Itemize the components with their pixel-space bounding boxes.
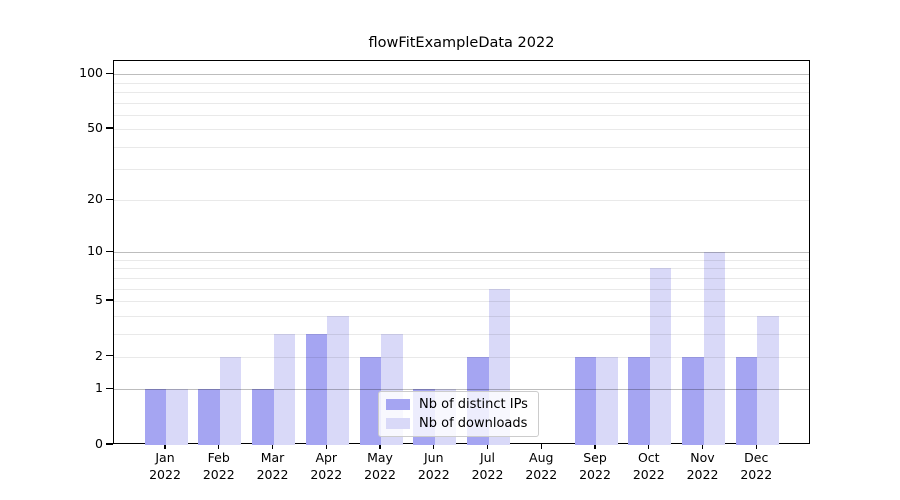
x-tick-label: Jun 2022 <box>417 450 450 482</box>
bar-distinct-ips <box>735 356 758 445</box>
bar-downloads <box>219 356 242 445</box>
y-tick-mark <box>106 299 113 301</box>
bar-distinct-ips <box>359 356 381 445</box>
x-tick-label: Oct 2022 <box>632 450 665 482</box>
bar-downloads <box>327 315 349 445</box>
x-tick-label: Nov 2022 <box>686 450 719 482</box>
legend-entry-downloads: Nb of downloads <box>386 416 528 431</box>
x-tick-label: Dec 2022 <box>740 450 773 482</box>
plot-area <box>113 60 810 445</box>
y-tick-label: 100 <box>79 65 103 81</box>
x-tick-label: Aug 2022 <box>525 450 558 482</box>
x-tick-label: Jan 2022 <box>149 450 181 482</box>
chart-title: flowFitExampleData 2022 <box>368 35 555 51</box>
bars-layer <box>114 61 809 445</box>
x-tick-label: Sep 2022 <box>579 450 611 482</box>
legend-label-downloads: Nb of downloads <box>419 416 528 431</box>
legend-swatch-distinct-ips <box>386 399 410 410</box>
bar-distinct-ips <box>682 356 704 445</box>
y-tick-label: 50 <box>87 120 103 136</box>
x-tick-mark <box>379 444 381 449</box>
x-tick-mark <box>433 444 435 449</box>
x-tick-mark <box>271 444 274 449</box>
y-tick-label: 20 <box>87 191 103 207</box>
x-tick-mark <box>218 444 220 449</box>
bar-downloads <box>703 252 725 445</box>
y-tick-mark <box>106 250 113 252</box>
y-tick-label: 5 <box>95 292 103 308</box>
bar-distinct-ips <box>574 356 596 445</box>
y-tick-label: 1 <box>95 380 103 396</box>
y-tick-mark <box>106 355 113 357</box>
x-tick-label: Apr 2022 <box>310 450 343 482</box>
x-tick-mark <box>755 444 757 449</box>
bar-distinct-ips <box>628 356 650 445</box>
x-tick-mark <box>648 444 650 449</box>
bar-distinct-ips <box>252 389 274 445</box>
x-tick-mark <box>540 444 542 449</box>
legend-entry-distinct-ips: Nb of distinct IPs <box>386 397 528 412</box>
y-tick-mark <box>106 72 113 74</box>
bar-downloads <box>757 315 779 445</box>
y-tick-mark <box>106 387 113 389</box>
y-tick-mark <box>106 443 113 445</box>
legend: Nb of distinct IPs Nb of downloads <box>378 391 539 437</box>
legend-label-distinct-ips: Nb of distinct IPs <box>419 397 528 412</box>
x-tick-mark <box>486 444 489 449</box>
bar-downloads <box>166 389 188 445</box>
x-tick-label: Mar 2022 <box>256 450 289 482</box>
x-tick-label: Jul 2022 <box>471 450 504 482</box>
y-tick-mark <box>106 127 113 129</box>
bar-downloads <box>596 356 618 445</box>
x-tick-mark <box>594 444 596 449</box>
legend-swatch-downloads <box>386 418 410 429</box>
x-tick-label: May 2022 <box>364 450 396 482</box>
y-tick-label: 0 <box>95 436 103 451</box>
x-tick-mark <box>701 444 704 449</box>
x-tick-mark <box>164 444 166 449</box>
y-tick-mark <box>106 198 113 200</box>
bar-downloads <box>649 268 672 445</box>
bar-distinct-ips <box>144 389 166 445</box>
x-tick-mark <box>325 444 327 449</box>
bar-distinct-ips <box>198 389 220 445</box>
bar-distinct-ips <box>305 333 328 445</box>
bar-downloads <box>273 333 295 445</box>
y-tick-label: 2 <box>95 347 103 363</box>
x-tick-label: Feb 2022 <box>202 450 235 482</box>
y-tick-label: 10 <box>87 243 103 259</box>
